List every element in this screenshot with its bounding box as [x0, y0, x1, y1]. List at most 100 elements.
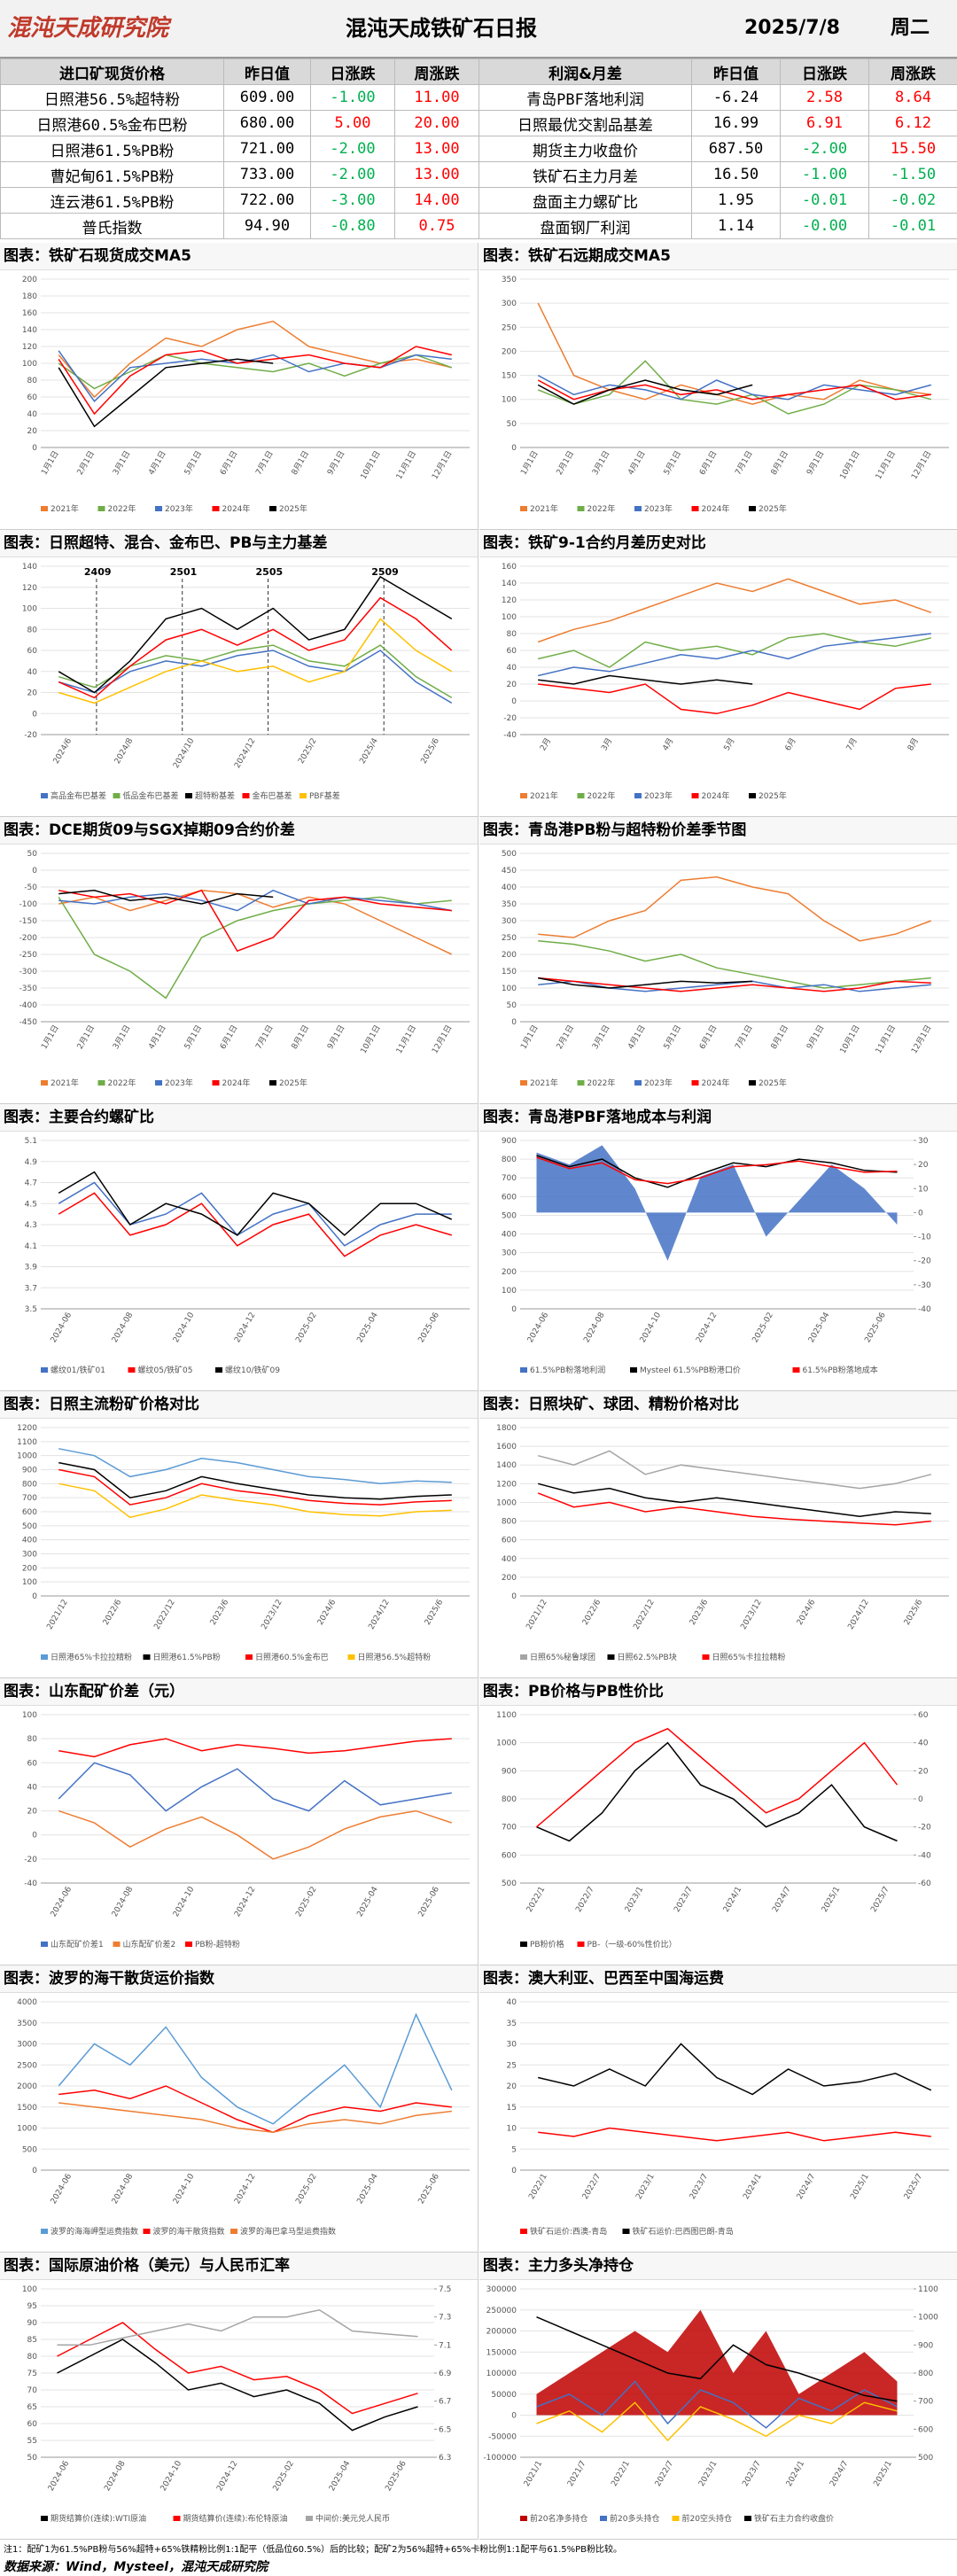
- y-tick-label: 500: [22, 1522, 37, 1531]
- cell: -0.01: [868, 213, 957, 239]
- x-tick-label: 2025/6: [424, 1598, 446, 1627]
- y-tick-label: 60: [27, 647, 38, 656]
- line: [538, 1483, 931, 1518]
- y-tick-label: 300: [502, 300, 517, 308]
- annotation: 2409: [84, 566, 112, 578]
- x-tick-label: 2025/6: [903, 1598, 925, 1627]
- footnote: 注1：配矿1为61.5%PB粉与56%超特+65%铁精粉比例1:1配平（低品位6…: [4, 2545, 623, 2555]
- chart-panel: 图表：日照块矿、球团、精粉价格对比 0 200 400 600 800 1000 1200 14…: [479, 1391, 957, 1678]
- line: [58, 1809, 453, 1860]
- y-tick-label: 25: [507, 2061, 517, 2070]
- y2-tick-label: 800: [918, 2370, 933, 2378]
- header: 混沌天成研究院 混沌天成铁矿石日报 2025/7/8 周二: [0, 0, 957, 58]
- y2-tick-label: 6.3: [439, 2454, 451, 2463]
- legend-label: 铁矿石主力合约收盘价: [754, 2513, 834, 2524]
- y-tick-label: 0: [511, 2167, 517, 2175]
- annotation: 2501: [170, 566, 198, 578]
- y-tick-label: 120: [502, 596, 517, 605]
- line: [58, 1461, 452, 1500]
- legend-swatch: [634, 1080, 642, 1086]
- x-tick-label: 1月1日: [519, 449, 541, 477]
- cell: -1.00: [780, 161, 869, 188]
- legend-label: 2023年: [644, 503, 673, 514]
- line: [537, 379, 931, 401]
- x-tick-label: 2024/10: [172, 736, 196, 770]
- chart-title: 图表：主要合约螺矿比: [0, 1104, 478, 1132]
- legend-label: 2022年: [587, 503, 616, 514]
- x-tick-label: 2024/6: [52, 736, 74, 766]
- y2-tick-label: 1100: [918, 2285, 938, 2294]
- annotation: 2505: [256, 566, 284, 578]
- y-tick-label: 4.7: [25, 1179, 37, 1188]
- y-tick-label: 1000: [17, 2125, 37, 2134]
- legend-swatch: [269, 506, 276, 511]
- x-tick-label: 2024/7: [771, 1886, 792, 1914]
- y-tick-label: 20: [27, 689, 38, 698]
- legend-label: 前20空头持仓: [682, 2513, 732, 2524]
- x-tick-label: 2024-08: [111, 1311, 136, 1344]
- header-cell: 周涨跌: [868, 58, 957, 85]
- line: [538, 633, 931, 677]
- cell: 733.00: [223, 161, 311, 188]
- x-tick-label: 9月1日: [325, 449, 346, 477]
- y-tick-label: 500: [22, 2145, 37, 2154]
- y-tick-label: 75: [27, 2370, 37, 2378]
- cell: 680.00: [223, 110, 311, 136]
- chart: -40 -20 0 20 40 60 80 100 2024-06 2024-08 2024-10 2…: [22, 1711, 470, 1950]
- y-tick-label: 180: [22, 292, 37, 301]
- header-row: 利润&月差 昨日值 日涨跌 周涨跌: [478, 58, 957, 85]
- legend-label: 日照65%秘鲁球团: [530, 1652, 595, 1662]
- legend-swatch: [97, 506, 105, 511]
- x-tick-label: 10月1日: [838, 449, 862, 481]
- legend-label: 金布巴基差: [253, 790, 292, 801]
- x-tick-label: 8月1日: [290, 1023, 311, 1051]
- line: [538, 674, 753, 685]
- x-tick-label: 2023/7: [673, 1886, 694, 1914]
- x-tick-label: 4月1日: [626, 1023, 648, 1051]
- y-tick-label: 60: [507, 647, 517, 656]
- line: [538, 876, 932, 942]
- y-tick-label: 160: [502, 563, 517, 572]
- y2-tick-label: 600: [918, 2425, 933, 2434]
- x-tick-label: 2025/7: [903, 2173, 924, 2201]
- y-tick-label: 200: [502, 1574, 517, 1583]
- legend-swatch: [520, 1942, 527, 1947]
- x-tick-label: 2021/1: [523, 2460, 544, 2488]
- x-tick-label: 9月1日: [325, 1023, 346, 1051]
- y-tick-label: 85: [27, 2336, 37, 2345]
- y-tick-label: 80: [27, 377, 38, 385]
- y-tick-label: 350: [502, 900, 517, 909]
- y-tick-label: 1200: [496, 1480, 517, 1489]
- x-tick-label: 2025/1: [849, 2173, 870, 2201]
- cell: -2.00: [310, 161, 395, 188]
- y-tick-label: 500: [502, 850, 517, 859]
- cell: 94.90: [223, 213, 311, 239]
- x-tick-label: 9月1日: [805, 449, 826, 477]
- legend-label: 2025年: [759, 790, 787, 801]
- y2-tick-label: 1000: [918, 2314, 938, 2323]
- y-tick-label: 80: [27, 2353, 38, 2362]
- x-tick-label: 2022/7: [581, 2173, 603, 2201]
- line: [536, 1727, 899, 1828]
- chart-title: 图表：日照超特、混合、金布巴、PB与主力基差: [0, 530, 478, 557]
- legend-swatch: [185, 793, 192, 798]
- x-tick-label: 2022/7: [574, 1886, 595, 1914]
- line: [58, 889, 452, 912]
- cell: 1.95: [691, 187, 781, 214]
- legend-label: 期货结算价(连续):WTI原油: [51, 2513, 146, 2524]
- legend-swatch: [212, 506, 220, 511]
- legend-label: 低品金布巴基差: [123, 790, 179, 801]
- x-tick-label: 2025-06: [384, 2459, 408, 2493]
- cell: 1.14: [691, 213, 781, 239]
- legend-label: 2023年: [644, 790, 673, 801]
- legend-label: 2021年: [530, 1078, 558, 1088]
- y-tick-label: 900: [502, 1767, 517, 1776]
- legend-swatch: [634, 506, 642, 511]
- cell: -3.00: [310, 187, 395, 214]
- legend-label: 高品金布巴基差: [51, 790, 106, 801]
- chart-panel: 图表：铁矿9-1合约月差历史对比 -40 -20 0 20 40 60 80 100 120 140…: [479, 530, 957, 817]
- legend-label: 山东配矿价差2: [123, 1939, 176, 1950]
- legend-label: 前20名净多持仓: [530, 2513, 587, 2524]
- legend-label: 螺纹10/铁矿09: [225, 1365, 280, 1375]
- x-tick-label: 2025-04: [328, 2459, 353, 2493]
